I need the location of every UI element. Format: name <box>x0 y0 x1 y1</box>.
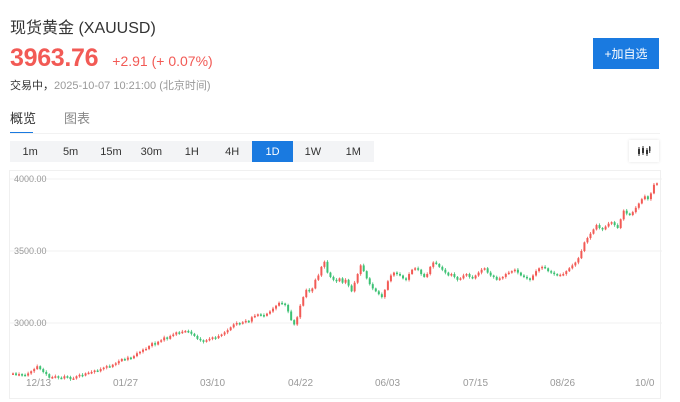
tab-overview[interactable]: 概览 <box>10 108 36 134</box>
add-to-watchlist-button[interactable]: +加自选 <box>593 38 659 69</box>
candlestick-icon <box>638 146 651 156</box>
x-axis-label: 01/27 <box>113 378 138 389</box>
x-axis-label: 12/13 <box>26 378 51 389</box>
quote-timestamp: 2025-10-07 10:21:00 (北京时间) <box>54 80 211 92</box>
price-row: 3963.76 +2.91 (+ 0.07%) <box>10 44 213 73</box>
x-axis-label: 08/26 <box>550 378 575 389</box>
period-30m[interactable]: 30m <box>140 145 163 158</box>
period-1m[interactable]: 1m <box>22 145 38 158</box>
last-price: 3963.76 <box>10 44 99 72</box>
x-axis-label: 04/22 <box>288 378 313 389</box>
price-chart[interactable]: 4000.00 3500.00 3000.00 12/13 01/27 03/10 04/… <box>9 170 662 399</box>
period-selector: 1m 5m 15m 30m 1H 4H 1D 1W 1M <box>10 141 374 162</box>
y-axis-label: 3000.00 <box>14 318 47 328</box>
period-5m[interactable]: 5m <box>62 145 79 158</box>
period-1h[interactable]: 1H <box>184 145 199 158</box>
y-axis-label: 4000.00 <box>14 174 47 184</box>
y-axis-label: 3500.00 <box>14 246 47 256</box>
tab-divider <box>10 133 660 134</box>
period-15m[interactable]: 15m <box>100 145 122 158</box>
period-4h[interactable]: 4H <box>225 145 240 158</box>
chart-type-button[interactable] <box>629 140 659 162</box>
candlestick-chart: 4000.00 3500.00 3000.00 12/13 01/27 03/10 04/… <box>10 174 662 389</box>
trading-state: 交易中， <box>10 80 54 92</box>
tab-bar: 概览 图表 <box>10 108 118 134</box>
tab-chart[interactable]: 图表 <box>64 111 91 126</box>
period-1mo[interactable]: 1M <box>345 145 361 158</box>
x-axis-label: 07/15 <box>463 378 488 389</box>
x-axis-label: 06/03 <box>375 378 400 389</box>
period-1d[interactable]: 1D <box>252 141 293 162</box>
x-axis-label: 10/0 <box>635 378 655 389</box>
price-change: +2.91 (+ 0.07%) <box>112 53 213 69</box>
x-axis-label: 03/10 <box>200 378 225 389</box>
period-1w[interactable]: 1W <box>304 145 322 158</box>
instrument-title: 现货黄金 (XAUUSD) <box>10 20 156 37</box>
market-status: 交易中，2025-10-07 10:21:00 (北京时间) <box>10 77 211 93</box>
